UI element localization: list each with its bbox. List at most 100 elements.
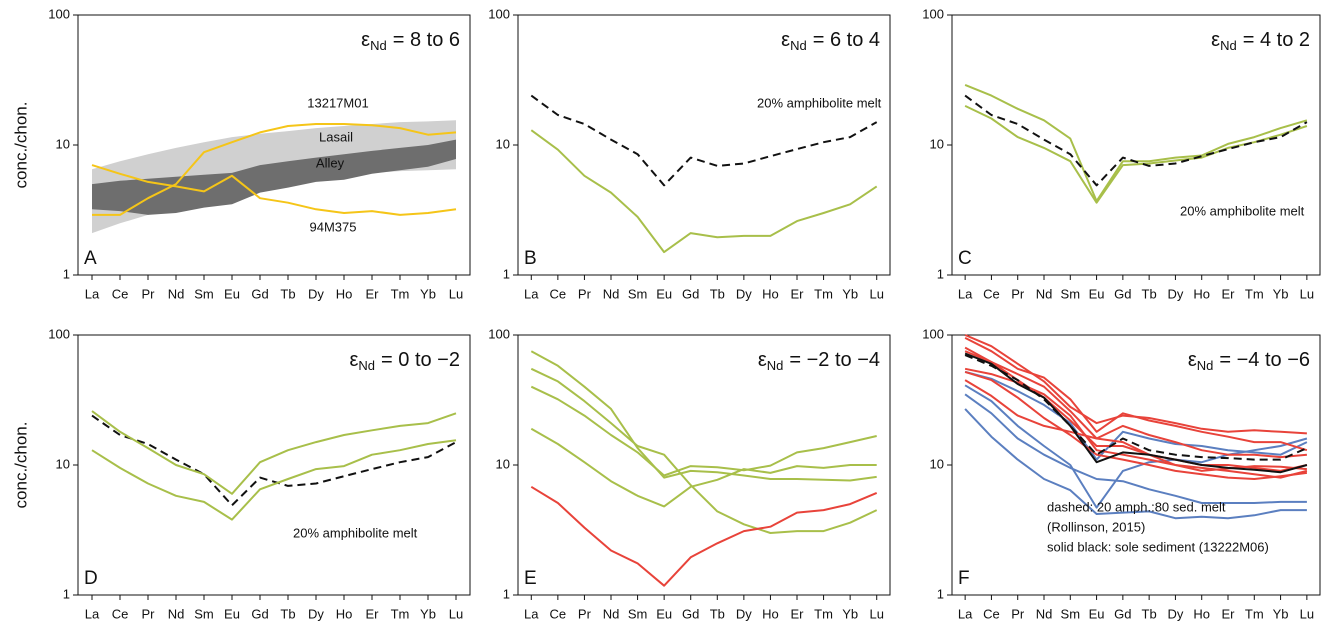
panel-label: A bbox=[84, 248, 97, 269]
x-tick-label: Yb bbox=[842, 606, 858, 621]
plot-frame bbox=[77, 334, 471, 596]
x-tick-label: La bbox=[958, 286, 973, 301]
x-tick-label: Pr bbox=[142, 606, 156, 621]
x-tick-label: La bbox=[85, 286, 100, 301]
x-tick-label: Tm bbox=[1245, 286, 1264, 301]
title-symbol: ε bbox=[781, 29, 790, 51]
x-tick-label: Eu bbox=[656, 606, 672, 621]
x-tick-label: Yb bbox=[1273, 606, 1289, 621]
x-tick-label: Pr bbox=[1011, 286, 1025, 301]
panel: 1 10 100 La Ce Pr Nd Sm Eu Gd Tb Dy Ho Er Tm Yb Lu dashed… bbox=[922, 326, 1321, 621]
title-symbol: ε bbox=[1188, 349, 1197, 371]
x-tick-label: Pr bbox=[1011, 606, 1025, 621]
series-line bbox=[92, 123, 457, 216]
panel-title: εNd = −2 to −4 bbox=[758, 349, 880, 373]
x-tick-label: Lu bbox=[869, 606, 883, 621]
annotation: dashed: 20 amph.:80 sed. melt bbox=[1047, 499, 1226, 514]
title-text: = −4 to −6 bbox=[1219, 349, 1310, 371]
series-line bbox=[964, 83, 1308, 203]
x-tick-label: Er bbox=[1222, 286, 1236, 301]
series-line bbox=[964, 370, 1308, 480]
x-tick-label: Tm bbox=[814, 286, 833, 301]
x-tick-label: Tb bbox=[710, 286, 725, 301]
x-tick-label: Ce bbox=[550, 606, 567, 621]
annotation: solid black: sole sediment (13222M06) bbox=[1047, 539, 1269, 554]
x-tick-label: Eu bbox=[656, 286, 672, 301]
x-tick-label: La bbox=[524, 606, 539, 621]
x-tick-label: Gd bbox=[1114, 606, 1131, 621]
title-text: = 0 to −2 bbox=[381, 349, 460, 371]
y-tick-label: 10 bbox=[56, 456, 70, 471]
series-line bbox=[964, 370, 1308, 461]
x-tick-label: Sm bbox=[1061, 606, 1081, 621]
annotation: 20% amphibolite melt bbox=[757, 95, 882, 110]
series-line bbox=[964, 379, 1307, 472]
x-tick-label: Lu bbox=[449, 606, 463, 621]
title-subscript: Nd bbox=[1220, 38, 1237, 53]
x-tick-label: Dy bbox=[308, 606, 324, 621]
x-tick-label: Eu bbox=[1089, 286, 1105, 301]
series-line bbox=[964, 354, 1308, 461]
panel-label: D bbox=[84, 568, 98, 589]
x-tick-label: Dy bbox=[1167, 606, 1183, 621]
x-tick-label: Sm bbox=[1061, 286, 1081, 301]
x-tick-label: Tm bbox=[1245, 606, 1264, 621]
x-tick-label: Nd bbox=[168, 606, 185, 621]
x-tick-label: Dy bbox=[308, 286, 324, 301]
title-subscript: Nd bbox=[1197, 358, 1214, 373]
plot-frame bbox=[517, 334, 891, 596]
series-line bbox=[530, 94, 878, 187]
x-tick-label: Nd bbox=[1036, 606, 1053, 621]
x-tick-label: Ho bbox=[762, 286, 779, 301]
range-band bbox=[92, 139, 456, 215]
series-line bbox=[91, 410, 457, 495]
x-tick-label: Gd bbox=[1114, 286, 1131, 301]
y-tick-label: 1 bbox=[503, 266, 510, 281]
panel-title: εNd = 6 to 4 bbox=[781, 29, 880, 53]
x-tick-label: Nd bbox=[603, 286, 620, 301]
panel: 1 10 100 La Ce Pr Nd Sm Eu Gd Tb Dy Ho Er Tm Yb Lu Lasail… bbox=[11, 6, 471, 301]
x-tick-label: Gd bbox=[682, 606, 699, 621]
y-tick-label: 1 bbox=[937, 266, 944, 281]
annotation: (Rollinson, 2015) bbox=[1047, 519, 1145, 534]
x-tick-label: Pr bbox=[578, 286, 592, 301]
title-text: = 6 to 4 bbox=[813, 29, 880, 51]
series-line bbox=[964, 384, 1308, 509]
y-tick-label: 100 bbox=[48, 326, 70, 341]
x-tick-label: Tm bbox=[814, 606, 833, 621]
series-line bbox=[964, 352, 1308, 474]
y-tick-label: 10 bbox=[56, 136, 70, 151]
y-tick-label: 100 bbox=[922, 6, 944, 21]
title-symbol: ε bbox=[758, 349, 767, 371]
series-line bbox=[964, 337, 1308, 452]
x-tick-label: Sm bbox=[628, 606, 648, 621]
x-tick-label: La bbox=[524, 286, 539, 301]
x-tick-label: Pr bbox=[578, 606, 592, 621]
series-label: Lasail bbox=[319, 129, 353, 144]
x-tick-label: Ce bbox=[550, 286, 567, 301]
x-tick-label: Er bbox=[791, 286, 805, 301]
x-tick-label: Ce bbox=[983, 286, 1000, 301]
x-tick-label: Yb bbox=[420, 286, 436, 301]
series-line bbox=[530, 350, 877, 482]
series-line bbox=[91, 439, 457, 521]
y-tick-label: 1 bbox=[503, 586, 510, 601]
panel: 1 10 100 La Ce Pr Nd Sm Eu Gd Tb Dy Ho Er Tm Yb Lu 20% am… bbox=[488, 6, 891, 301]
x-tick-label: Tb bbox=[280, 606, 295, 621]
y-tick-label: 100 bbox=[922, 326, 944, 341]
x-tick-label: Yb bbox=[842, 286, 858, 301]
series-line bbox=[964, 346, 1307, 459]
x-tick-label: Sm bbox=[628, 286, 648, 301]
x-tick-label: Dy bbox=[736, 606, 752, 621]
plot-frame bbox=[951, 14, 1321, 276]
x-tick-label: Pr bbox=[142, 286, 156, 301]
series-line bbox=[964, 393, 1307, 504]
x-tick-label: Er bbox=[366, 286, 380, 301]
y-tick-label: 1 bbox=[63, 266, 70, 281]
x-tick-label: Gd bbox=[251, 606, 268, 621]
x-tick-label: Tb bbox=[710, 606, 725, 621]
series-line bbox=[530, 367, 878, 534]
x-tick-label: Gd bbox=[251, 286, 268, 301]
